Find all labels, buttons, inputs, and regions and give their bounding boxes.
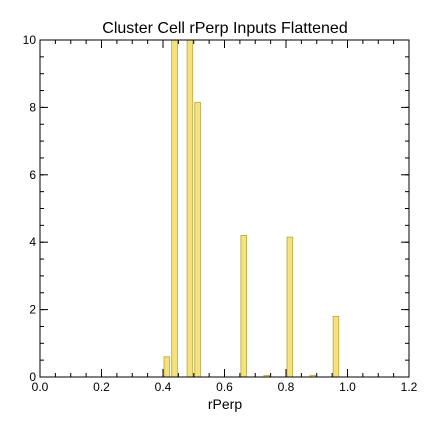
y-tick-label: 10: [23, 33, 37, 47]
x-axis-label: rPerp: [208, 396, 242, 412]
chart-title: Cluster Cell rPerp Inputs Flattened: [102, 20, 347, 37]
y-tick-label: 6: [29, 168, 36, 182]
x-tick-label: 0.4: [155, 380, 172, 394]
x-tick-label: 0.8: [278, 380, 295, 394]
y-tick-label: 2: [29, 303, 36, 317]
x-tick-label: 0.2: [93, 380, 110, 394]
y-tick-label: 8: [29, 100, 36, 114]
x-tick-labels: 0.0 0.2 0.4 0.6 0.8 1.0 1.2: [32, 380, 418, 394]
bar-3: [194, 101, 201, 378]
bar-1: [171, 39, 178, 378]
x-tick-label: 1.0: [339, 380, 356, 394]
bar-6: [286, 236, 294, 378]
bar-2: [186, 39, 194, 378]
x-tick-label: 0.6: [216, 380, 233, 394]
y-tick-label: 4: [29, 235, 36, 249]
y-tick-labels: 0 2 4 6 8 10: [23, 33, 37, 384]
x-tick-label: 1.2: [401, 380, 418, 394]
plot-frame: [39, 39, 410, 378]
bar-8: [332, 315, 340, 378]
bar-4: [240, 235, 247, 378]
bars-group: [163, 39, 340, 378]
bar-0: [163, 356, 171, 378]
x-tick-label: 0.0: [32, 380, 49, 394]
y-tick-label: 0: [29, 370, 36, 384]
ticks-group: [39, 39, 410, 378]
